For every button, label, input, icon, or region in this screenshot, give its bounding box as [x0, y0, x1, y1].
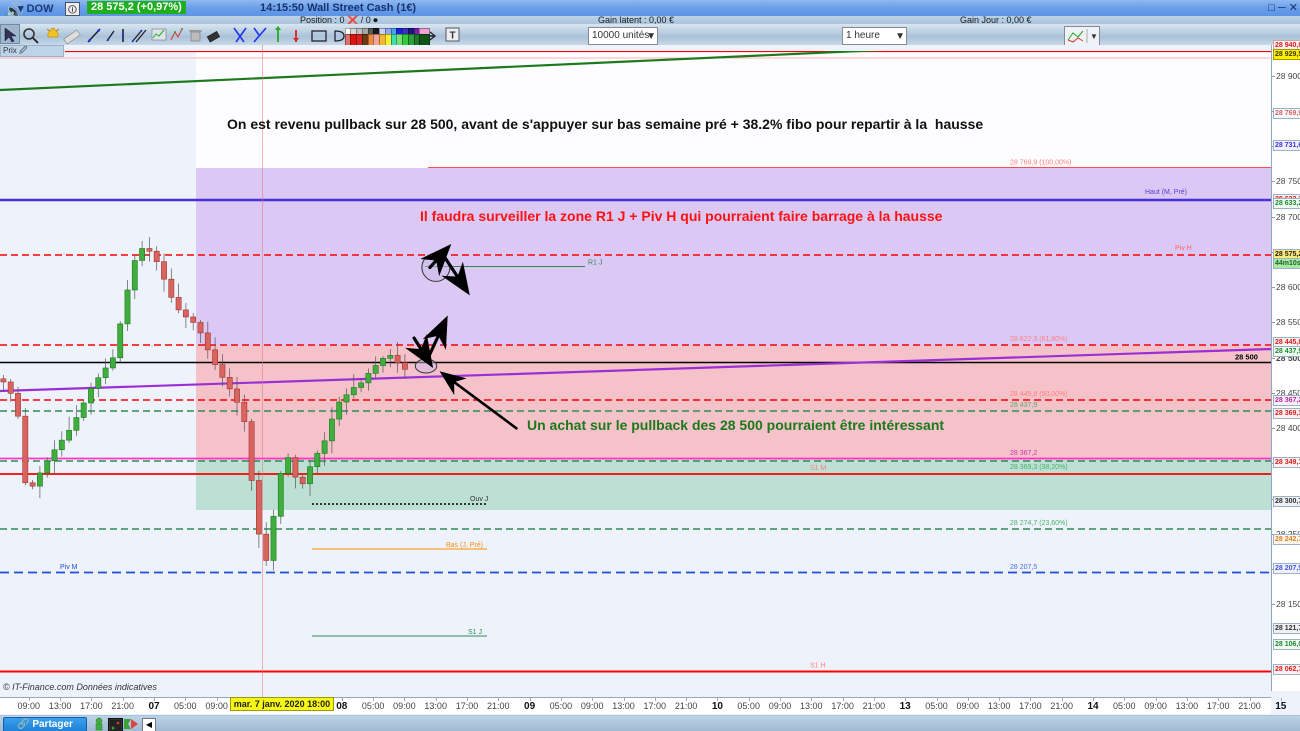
svg-text:Piv M: Piv M	[60, 564, 78, 571]
svg-text:▼: ▼	[1090, 32, 1098, 41]
svg-text:R1 J: R1 J	[588, 260, 602, 267]
svg-text:T: T	[450, 31, 456, 42]
svg-text:S1 H: S1 H	[810, 663, 826, 670]
svg-text:28 769,9 (100,00%): 28 769,9 (100,00%)	[1010, 160, 1072, 167]
svg-text:Bas (J, Pré): Bas (J, Pré)	[446, 542, 483, 549]
svg-text:28 367,2: 28 367,2	[1010, 450, 1037, 457]
svg-text:28 369,3 (38,20%): 28 369,3 (38,20%)	[1010, 464, 1068, 471]
svg-text:28 274,7 (23,60%): 28 274,7 (23,60%)	[1010, 520, 1068, 527]
svg-text:28 622,3 (61,80%): 28 622,3 (61,80%)	[1010, 336, 1068, 343]
svg-text:S1 J: S1 J	[468, 629, 482, 636]
svg-text:28 437,9: 28 437,9	[1010, 402, 1037, 409]
svg-text:Piv H: Piv H	[1175, 245, 1192, 252]
svg-text:Haut (M, Pré): Haut (M, Pré)	[1145, 189, 1187, 196]
svg-text:28 445,8 (50,00%): 28 445,8 (50,00%)	[1010, 391, 1068, 398]
svg-text:28 500: 28 500	[1235, 353, 1258, 362]
svg-text:Ouv J: Ouv J	[470, 496, 488, 503]
svg-text:S1 M: S1 M	[810, 465, 827, 472]
svg-text:28 207,5: 28 207,5	[1010, 564, 1037, 571]
